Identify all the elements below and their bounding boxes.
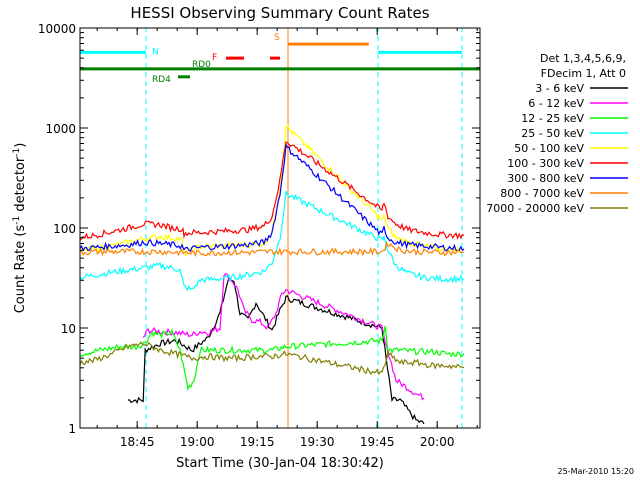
legend-label-800-7000-kev: 800 - 7000 keV bbox=[500, 187, 584, 200]
legend-label-7000-20000-kev: 7000 - 20000 keV bbox=[486, 202, 584, 215]
legend-label-300-800-kev: 300 - 800 keV bbox=[507, 172, 584, 185]
y-axis-label-mid: detector bbox=[13, 156, 28, 216]
x-tick-label-20-00: 20:00 bbox=[420, 435, 455, 449]
series-line-800-7000-kev bbox=[79, 240, 464, 258]
x-tick-label-19-15: 19:15 bbox=[240, 435, 275, 449]
y-tick-label-10: 10 bbox=[61, 322, 76, 336]
x-tick-label-19-45: 19:45 bbox=[360, 435, 395, 449]
y-axis-label-end: ) bbox=[13, 143, 28, 148]
x-axis-label: Start Time (30-Jan-04 18:30:42) bbox=[176, 456, 384, 471]
series-line-6-12-kev bbox=[142, 272, 425, 401]
flag-label-s: S bbox=[274, 33, 280, 43]
legend-label-3-6-kev: 3 - 6 keV bbox=[535, 82, 584, 95]
y-tick-label-1000: 1000 bbox=[45, 122, 76, 136]
y-tick-label-100: 100 bbox=[53, 222, 76, 236]
series-line-300-800-kev bbox=[79, 142, 465, 253]
y-axis-label-sup2: -1 bbox=[12, 148, 22, 157]
flag-label-rd4: RD4 bbox=[152, 75, 171, 85]
flag-label-n: N bbox=[152, 47, 159, 57]
flag-label-f: F bbox=[212, 53, 217, 63]
chart-title: HESSI Observing Summary Count Rates bbox=[130, 4, 429, 22]
legend-label-25-50-kev: 25 - 50 keV bbox=[521, 127, 584, 140]
x-tick-label-19-30: 19:30 bbox=[300, 435, 335, 449]
footer-timestamp: 25-Mar-2010 15:20 bbox=[558, 467, 635, 476]
series-line-12-25-kev bbox=[79, 325, 465, 392]
y-tick-label-10000: 10000 bbox=[38, 22, 76, 36]
y-axis-label: Count Rate (s-1 detector-1) bbox=[12, 143, 28, 314]
series-line-100-300-kev bbox=[79, 141, 465, 241]
legend-header-line1: Det 1,3,4,5,6,9, bbox=[540, 52, 626, 65]
legend-label-50-100-kev: 50 - 100 keV bbox=[514, 142, 584, 155]
legend: Det 1,3,4,5,6,9, FDecim 1, Att 0 3 - 6 k… bbox=[486, 52, 628, 215]
flag-label-rd0: RD0 bbox=[192, 60, 211, 70]
y-axis-label-sup1: -1 bbox=[12, 216, 22, 225]
legend-label-100-300-kev: 100 - 300 keV bbox=[507, 157, 584, 170]
x-tick-label-19-00: 19:00 bbox=[180, 435, 215, 449]
y-axis-label-main: Count Rate (s bbox=[13, 225, 28, 314]
series-line-7000-20000-kev bbox=[79, 341, 465, 376]
legend-label-12-25-kev: 12 - 25 keV bbox=[521, 112, 584, 125]
series-line-25-50-kev bbox=[79, 190, 465, 292]
y-tick-label-1: 1 bbox=[68, 422, 76, 436]
legend-label-6-12-kev: 6 - 12 keV bbox=[528, 97, 584, 110]
legend-header-line2: FDecim 1, Att 0 bbox=[541, 67, 626, 80]
axes: 18:45 19:00 19:15 19:30 19:45 20:00 1 10 100 1000… bbox=[38, 22, 480, 449]
x-tick-label-18-45: 18:45 bbox=[120, 435, 155, 449]
